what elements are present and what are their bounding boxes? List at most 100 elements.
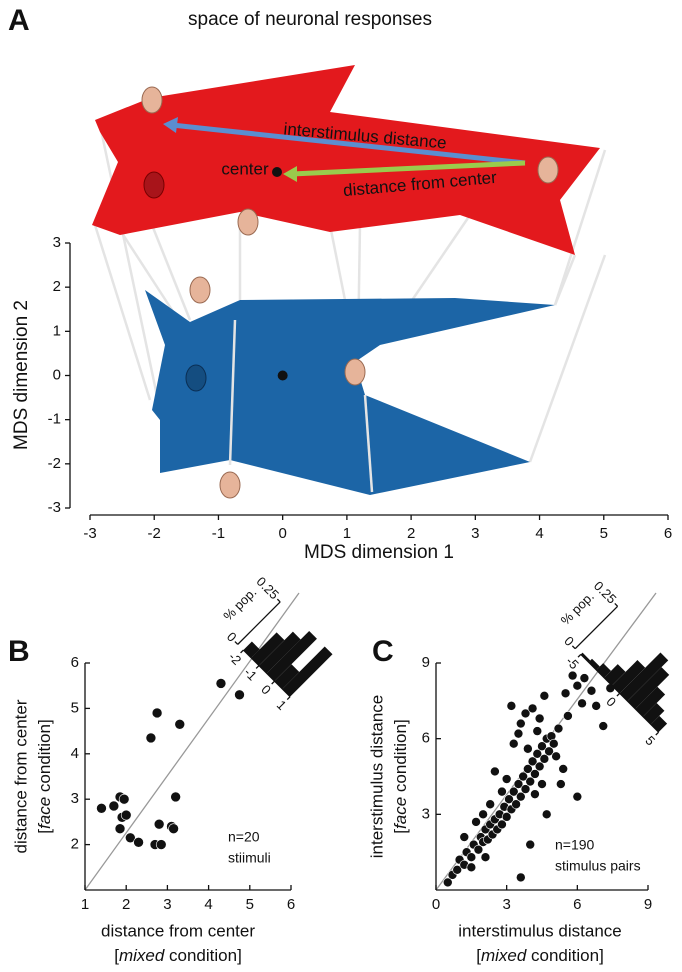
x-axis-label: MDS dimension 1 [304, 542, 454, 563]
histogram-y-tick [571, 645, 576, 650]
histogram-bar [604, 664, 626, 686]
data-point [504, 794, 514, 805]
data-point [452, 865, 463, 875]
histogram-bar [274, 664, 300, 689]
x-tick-label: -1 [212, 525, 225, 542]
data-point [539, 690, 550, 701]
data-point [539, 754, 550, 764]
histogram-x-tick [655, 731, 660, 736]
x-tick-label: 6 [664, 525, 672, 542]
data-point [485, 799, 495, 810]
data-point [556, 779, 566, 789]
data-point [527, 703, 538, 714]
blue-surface [145, 290, 555, 495]
histogram-y-label: % pop. [220, 584, 259, 623]
histogram-x-tick [286, 696, 291, 701]
annotation: n=20 [228, 829, 260, 845]
data-point [478, 809, 488, 820]
data-point [572, 680, 583, 691]
data-point [551, 751, 561, 762]
y-tick-label: -2 [48, 455, 61, 472]
histogram-bar [635, 686, 666, 717]
y-tick-label: 5 [71, 699, 79, 716]
label-part: [ [35, 829, 54, 834]
axis-label: [face condition] [391, 719, 410, 833]
annotation: stiimuli [228, 850, 271, 866]
data-point [508, 786, 519, 797]
annotation: stimulus pairs [555, 858, 641, 874]
histogram-bar [643, 703, 665, 725]
data-point [513, 728, 524, 739]
y-tick-label: 6 [422, 730, 430, 747]
data-point [548, 738, 559, 749]
data-point [120, 809, 132, 821]
annotation: n=190 [555, 837, 595, 853]
y-tick-label: -1 [48, 411, 61, 428]
label-part: mixed [119, 946, 165, 965]
chart-title: space of neuronal responses [188, 9, 432, 30]
data-point [466, 852, 477, 863]
histogram-x-tick [271, 680, 275, 685]
data-point [567, 670, 578, 681]
histogram-x-tick-label: 0 [603, 694, 619, 710]
histogram-bar [588, 658, 600, 670]
data-point [520, 784, 531, 794]
data-point [530, 769, 540, 779]
data-point [501, 812, 512, 822]
arrow-head [163, 117, 178, 133]
connector-lines [93, 124, 607, 463]
x-tick-label: 2 [407, 525, 415, 542]
data-point [579, 673, 590, 683]
x-axis-label: interstimulus distance [458, 921, 621, 940]
histogram-bar [627, 667, 670, 709]
data-point [473, 844, 484, 855]
panel-label: A [8, 4, 30, 37]
data-point [537, 741, 547, 752]
histogram-y-tick-label: 0.25 [253, 574, 282, 603]
label-part: [ [476, 946, 481, 965]
histogram-bar [580, 652, 591, 663]
red-center [272, 167, 282, 177]
data-point [553, 723, 564, 734]
histogram-y-tick-label: 0.25 [591, 578, 620, 607]
x-tick-label: 3 [502, 896, 510, 913]
axis-label: [face condition] [35, 719, 54, 833]
histogram-bar [251, 632, 285, 666]
label-part: mixed [481, 946, 527, 965]
data-point [527, 756, 538, 767]
data-point [215, 678, 227, 689]
histogram-y-tick [276, 598, 281, 603]
data-point [515, 872, 526, 883]
data-point [541, 809, 552, 820]
data-point [466, 862, 477, 873]
histogram-y-axis [574, 605, 619, 650]
y-tick-label: 2 [53, 278, 61, 295]
data-point [560, 688, 571, 699]
data-point [532, 748, 543, 759]
data-point [174, 718, 186, 730]
histogram-y-tick-label: 0 [561, 633, 577, 649]
y-tick-label: 3 [71, 790, 79, 807]
histogram-bar [266, 630, 317, 682]
data-point [534, 761, 545, 772]
data-point [515, 791, 526, 802]
data-point [153, 818, 165, 830]
histogram-y-tick [234, 641, 239, 645]
data-point [133, 837, 144, 848]
center-arrow [291, 160, 526, 177]
panel-label: B [8, 635, 30, 668]
x-tick-label: -2 [148, 525, 161, 542]
x-tick-label: 3 [471, 525, 479, 542]
histogram-x-tick-label: 1 [274, 697, 290, 713]
y-tick-label: 3 [422, 805, 430, 822]
data-point [523, 743, 533, 754]
label-part: condition] [164, 946, 242, 965]
x-axis-label: distance from center [101, 921, 255, 940]
data-point [518, 771, 528, 782]
data-point [118, 793, 130, 805]
label-part: condition] [35, 719, 54, 797]
histogram-x-tick-label: 5 [642, 733, 658, 749]
histogram-baseline [580, 653, 660, 733]
y-tick-label: -3 [48, 499, 61, 516]
